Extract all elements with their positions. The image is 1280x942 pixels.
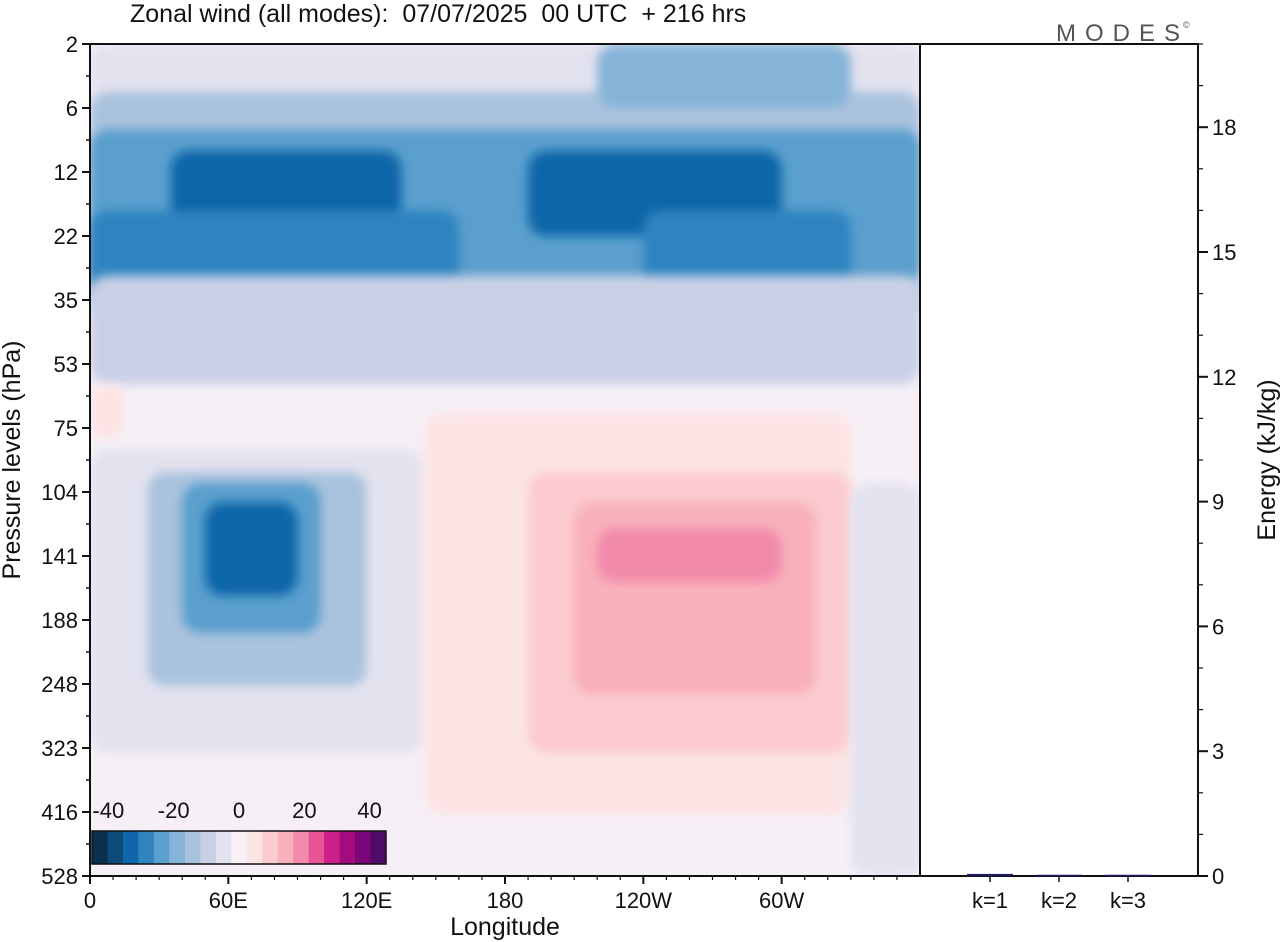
y-tick-label: 528 (41, 864, 78, 889)
y-tick-label: 323 (41, 736, 78, 761)
y-tick-label: 104 (41, 480, 78, 505)
energy-bar (1105, 874, 1151, 877)
energy-bar (1036, 874, 1082, 877)
heatmap-region-18 (850, 483, 920, 876)
colorbar-swatch (169, 831, 186, 864)
energy-axis-label: Energy (kJ/kg) (1253, 379, 1280, 540)
heatmap-region-12 (205, 502, 298, 596)
category-label: k=3 (1110, 888, 1146, 913)
colorbar-swatch (370, 831, 387, 864)
y-tick-label: 188 (41, 608, 78, 633)
colorbar-swatch (107, 831, 124, 864)
colorbar-swatch (277, 831, 294, 864)
colorbar-border (91, 830, 387, 865)
heatmap-region-16 (597, 528, 782, 582)
energy-tick-label: 9 (1212, 490, 1224, 515)
x-axis-label: Longitude (450, 913, 560, 941)
heatmap-region-5 (90, 210, 459, 296)
colorbar-label: -40 (92, 798, 124, 823)
heatmap-region-8 (90, 275, 920, 385)
y-tick-label: 12 (54, 160, 78, 185)
energy-tick-label: 18 (1212, 115, 1236, 140)
colorbar-swatch (122, 831, 139, 864)
energy-tick-label: 6 (1212, 614, 1224, 639)
y-axis: 2 6 12 22 35 53 75 104 141 188 248 323 416 528 (41, 32, 90, 889)
y-tick-label: 416 (41, 800, 78, 825)
category-label: k=1 (972, 888, 1008, 913)
brand-mark: © (1183, 20, 1190, 30)
x-tick-label: 0 (84, 888, 96, 913)
modes-logo: MODES© (1056, 20, 1190, 48)
bar-panel-border (919, 43, 1199, 877)
y-tick-label: 53 (54, 352, 78, 377)
colorbar-swatch (339, 831, 356, 864)
x-tick-label: 60E (209, 888, 248, 913)
x-tick-label: 120W (615, 888, 673, 913)
colorbar-swatch (293, 831, 310, 864)
colorbar-swatch (200, 831, 217, 864)
colorbar-swatch (231, 831, 248, 864)
colorbar-swatch (153, 831, 170, 864)
colorbar-label: 0 (233, 798, 245, 823)
colorbar: -40 -20 0 20 40 (91, 798, 387, 865)
colorbar-label: 40 (357, 798, 381, 823)
colorbar-swatch (92, 831, 108, 864)
brand-text: MODES (1056, 20, 1190, 47)
y-tick-label: 75 (54, 416, 78, 441)
energy-tick-label: 12 (1212, 365, 1236, 390)
chart-title: Zonal wind (all modes): 07/07/2025 00 UT… (130, 0, 747, 28)
colorbar-swatch (308, 831, 325, 864)
heatmap-region-7 (597, 44, 851, 108)
y-tick-label: 248 (41, 672, 78, 697)
heatmap-region-6 (643, 210, 851, 296)
x-axis: 0 60E 120E 180 120W 60W (84, 876, 898, 913)
energy-tick-label: 3 (1212, 739, 1224, 764)
energy-bar (967, 873, 1013, 876)
y-axis-label: Pressure levels (hPa) (0, 341, 26, 580)
colorbar-swatch (138, 831, 155, 864)
colorbar-swatch (355, 831, 372, 864)
y-tick-label: 22 (54, 224, 78, 249)
colorbar-label: 20 (292, 798, 316, 823)
colorbar-swatch (184, 831, 201, 864)
energy-bar-panel: 0 3 6 9 12 15 18 k=1 k=2 k=3 (919, 43, 1236, 913)
y-tick-label: 141 (41, 544, 78, 569)
x-tick-label: 180 (487, 888, 524, 913)
colorbar-label: -20 (158, 798, 190, 823)
energy-tick-label: 15 (1212, 240, 1236, 265)
heatmap-region-17 (90, 384, 125, 440)
category-label: k=2 (1041, 888, 1077, 913)
colorbar-swatch (262, 831, 279, 864)
x-tick-label: 60W (759, 888, 804, 913)
colorbar-swatch (246, 831, 263, 864)
colorbar-swatch (215, 831, 232, 864)
y-tick-label: 6 (66, 96, 78, 121)
heatmap-contours (90, 44, 920, 876)
y-tick-label: 35 (54, 288, 78, 313)
x-tick-label: 120E (341, 888, 392, 913)
y-tick-label: 2 (66, 32, 78, 57)
energy-tick-label: 0 (1212, 864, 1224, 889)
colorbar-swatch (324, 831, 341, 864)
